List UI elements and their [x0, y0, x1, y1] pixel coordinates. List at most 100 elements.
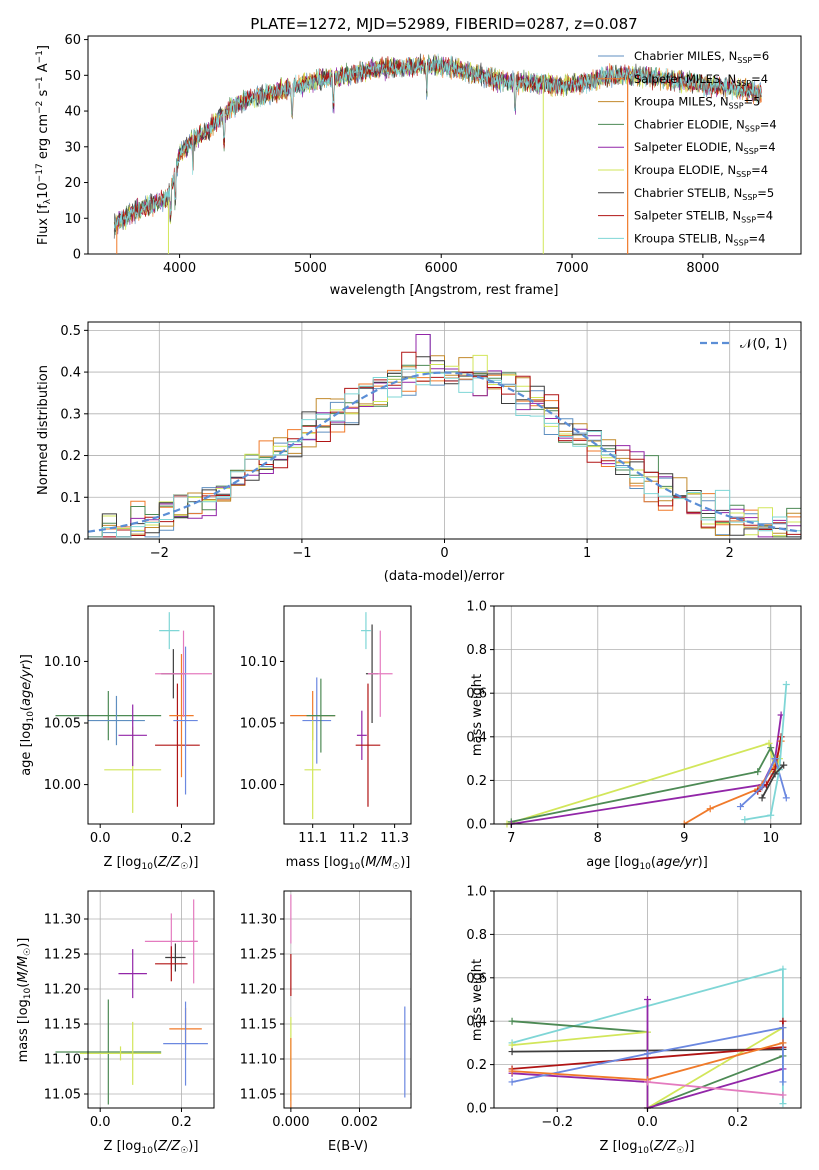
mass-weight-marker	[779, 1100, 787, 1108]
x-tick-label: 7	[507, 831, 515, 846]
mass-weight-marker	[644, 1078, 651, 1086]
legend-entry: Chabrier STELIB, NSSP=5	[634, 186, 774, 202]
mass-weight-marker	[754, 768, 762, 776]
y-tick-label: 20	[64, 176, 81, 191]
y-tick-label: 11.15	[44, 1018, 81, 1033]
spectrum-legend: Chabrier MILES, NSSP=6 Salpeter MILES, NS…	[598, 49, 777, 247]
mass-weight-marker	[765, 739, 773, 747]
mass-vs-Z-axes	[87, 890, 215, 1109]
mass-weight-series	[647, 1081, 783, 1096]
mass-weight-marker	[779, 1078, 787, 1086]
y-tick-label: 10.00	[44, 778, 81, 793]
y-tick-label: 1.0	[466, 885, 487, 900]
x-tick-label: 0.2	[171, 1115, 192, 1130]
x-tick-label: 11.1	[298, 831, 327, 846]
legend-entry: Kroupa STELIB, NSSP=4	[634, 231, 765, 247]
y-tick-label: 0.8	[466, 643, 487, 658]
age-vs-mass-content: 11.1 11.2 11.3 10.00 10.05 10.10	[240, 612, 409, 846]
x-tick-label: 0.2	[171, 831, 192, 846]
y-tick-label: 0.2	[60, 449, 81, 464]
legend-entry: Salpeter MILES, NSSP=4	[634, 72, 768, 88]
mw-vs-age-xlabel: age [log10(age/yr)]	[586, 855, 708, 872]
y-tick-label: 10.05	[44, 717, 81, 732]
y-tick-label: 0.3	[60, 407, 81, 422]
mass-weight-series	[744, 684, 788, 821]
y-tick-label: 11.10	[240, 1053, 277, 1068]
x-tick-label: 11.2	[339, 831, 368, 846]
x-tick-label: 7000	[556, 261, 589, 276]
spectrum-xlabel: wavelength [Angstrom, rest frame]	[330, 283, 559, 298]
y-tick-label: 0.2	[466, 1058, 487, 1073]
mass-weight-series	[512, 999, 784, 1110]
y-tick-label: 0.4	[466, 1015, 487, 1030]
x-tick-label: −0.2	[541, 1115, 573, 1130]
spectrum-lines	[113, 53, 762, 254]
x-tick-label: 8000	[686, 261, 719, 276]
mass-weight-marker	[706, 805, 714, 813]
y-tick-label: 0.0	[466, 818, 487, 833]
y-tick-label: 0.0	[60, 533, 81, 548]
mass-weight-marker	[508, 1078, 516, 1086]
x-tick-label: 9	[680, 831, 688, 846]
mass-weight-marker	[779, 1091, 787, 1099]
x-tick-label: 0.002	[341, 1115, 378, 1130]
mass-weight-marker	[779, 965, 787, 973]
mass-weight-marker	[780, 761, 788, 769]
y-tick-label: 11.25	[240, 948, 277, 963]
mass-weight-marker	[508, 1067, 516, 1075]
y-tick-label: 11.30	[240, 913, 277, 928]
y-tick-label: 50	[64, 69, 81, 84]
y-tick-label: 0.0	[466, 1102, 487, 1117]
y-tick-label: 30	[64, 140, 81, 155]
mass-weight-marker	[644, 1050, 651, 1058]
x-tick-label: 1	[583, 546, 591, 561]
y-tick-label: 10.10	[44, 655, 81, 670]
mass-weight-marker	[508, 1041, 516, 1049]
y-tick-label: 0.4	[60, 366, 81, 381]
mw-vs-Z-content: −0.2 0.0 0.2 0.0 0.2 0.4 0.6 0.8 1.0	[466, 885, 787, 1130]
x-tick-label: −2	[150, 546, 169, 561]
mass-vs-Z-ylabel: mass [log10(M/M☉)]	[16, 938, 33, 1063]
gaussian-legend-label: 𝒩(0, 1)	[740, 337, 787, 352]
mass-vs-Z-panel: 0.0 0.2 11.05 11.10 11.15 11.20 11.25 11.30 Z […	[16, 890, 215, 1156]
y-tick-label: 10.05	[240, 717, 277, 732]
mass-weight-marker	[508, 1017, 516, 1025]
x-tick-label: 10	[762, 831, 779, 846]
y-tick-label: 0.6	[466, 687, 487, 702]
mass-weight-series	[739, 756, 788, 808]
y-tick-label: 0.2	[466, 774, 487, 789]
y-tick-label: 0.4	[466, 730, 487, 745]
figure-title: PLATE=1272, MJD=52989, FIBERID=0287, z=0…	[250, 15, 637, 33]
y-tick-label: 11.10	[44, 1053, 81, 1068]
mass-vs-EBV-panel: 0.000 0.002 11.05 11.10 11.15 11.20 11.25 11.30…	[240, 890, 412, 1154]
legend-entry: Chabrier ELODIE, NSSP=4	[634, 117, 777, 133]
histogram-series	[88, 351, 801, 538]
mass-weight-marker	[767, 811, 775, 819]
x-tick-label: 0.0	[90, 1115, 111, 1130]
legend-entry: Kroupa MILES, NSSP=5	[634, 95, 760, 111]
x-tick-label: 8	[594, 831, 602, 846]
mass-weight-marker	[782, 794, 790, 802]
spectrum-series	[113, 53, 762, 231]
y-tick-label: 1.0	[466, 600, 487, 615]
mass-weight-marker	[736, 803, 744, 811]
y-tick-label: 0.6	[466, 971, 487, 986]
spectrum-ylabel: Flux [fλ10−17 erg cm−2 s−1 A−1]	[35, 45, 53, 245]
y-tick-label: 11.30	[44, 913, 81, 928]
mass-vs-EBV-grid	[284, 891, 411, 1108]
gaussian-curve	[87, 371, 802, 533]
y-tick-label: 0.5	[60, 324, 81, 339]
age-vs-mass-panel: 11.1 11.2 11.3 10.00 10.05 10.10 mass [log10(…	[240, 605, 412, 872]
mass-weight-marker	[644, 996, 651, 1003]
y-tick-label: 0.8	[466, 928, 487, 943]
histogram-grid	[88, 322, 801, 540]
mass-vs-EBV-axes	[283, 890, 412, 1109]
legend-entry: Salpeter STELIB, NSSP=4	[634, 209, 773, 225]
mass-vs-Z-grid	[88, 891, 214, 1108]
spectrum-panel: 4000 5000 6000 7000 8000 0 10 20 30 40 50 60 Chabri…	[35, 33, 802, 298]
mw-vs-age-content: 7 8 9 10 0.0 0.2 0.4 0.6 0.8 1.0	[466, 600, 790, 846]
mass-weight-marker	[508, 1048, 516, 1056]
histogram-panel: −2 −1 0 1 2 0.0 0.1 0.2 0.3 0.4 0.5 𝒩(0, 1) (data-…	[36, 321, 802, 584]
mass-weight-marker	[758, 783, 766, 791]
